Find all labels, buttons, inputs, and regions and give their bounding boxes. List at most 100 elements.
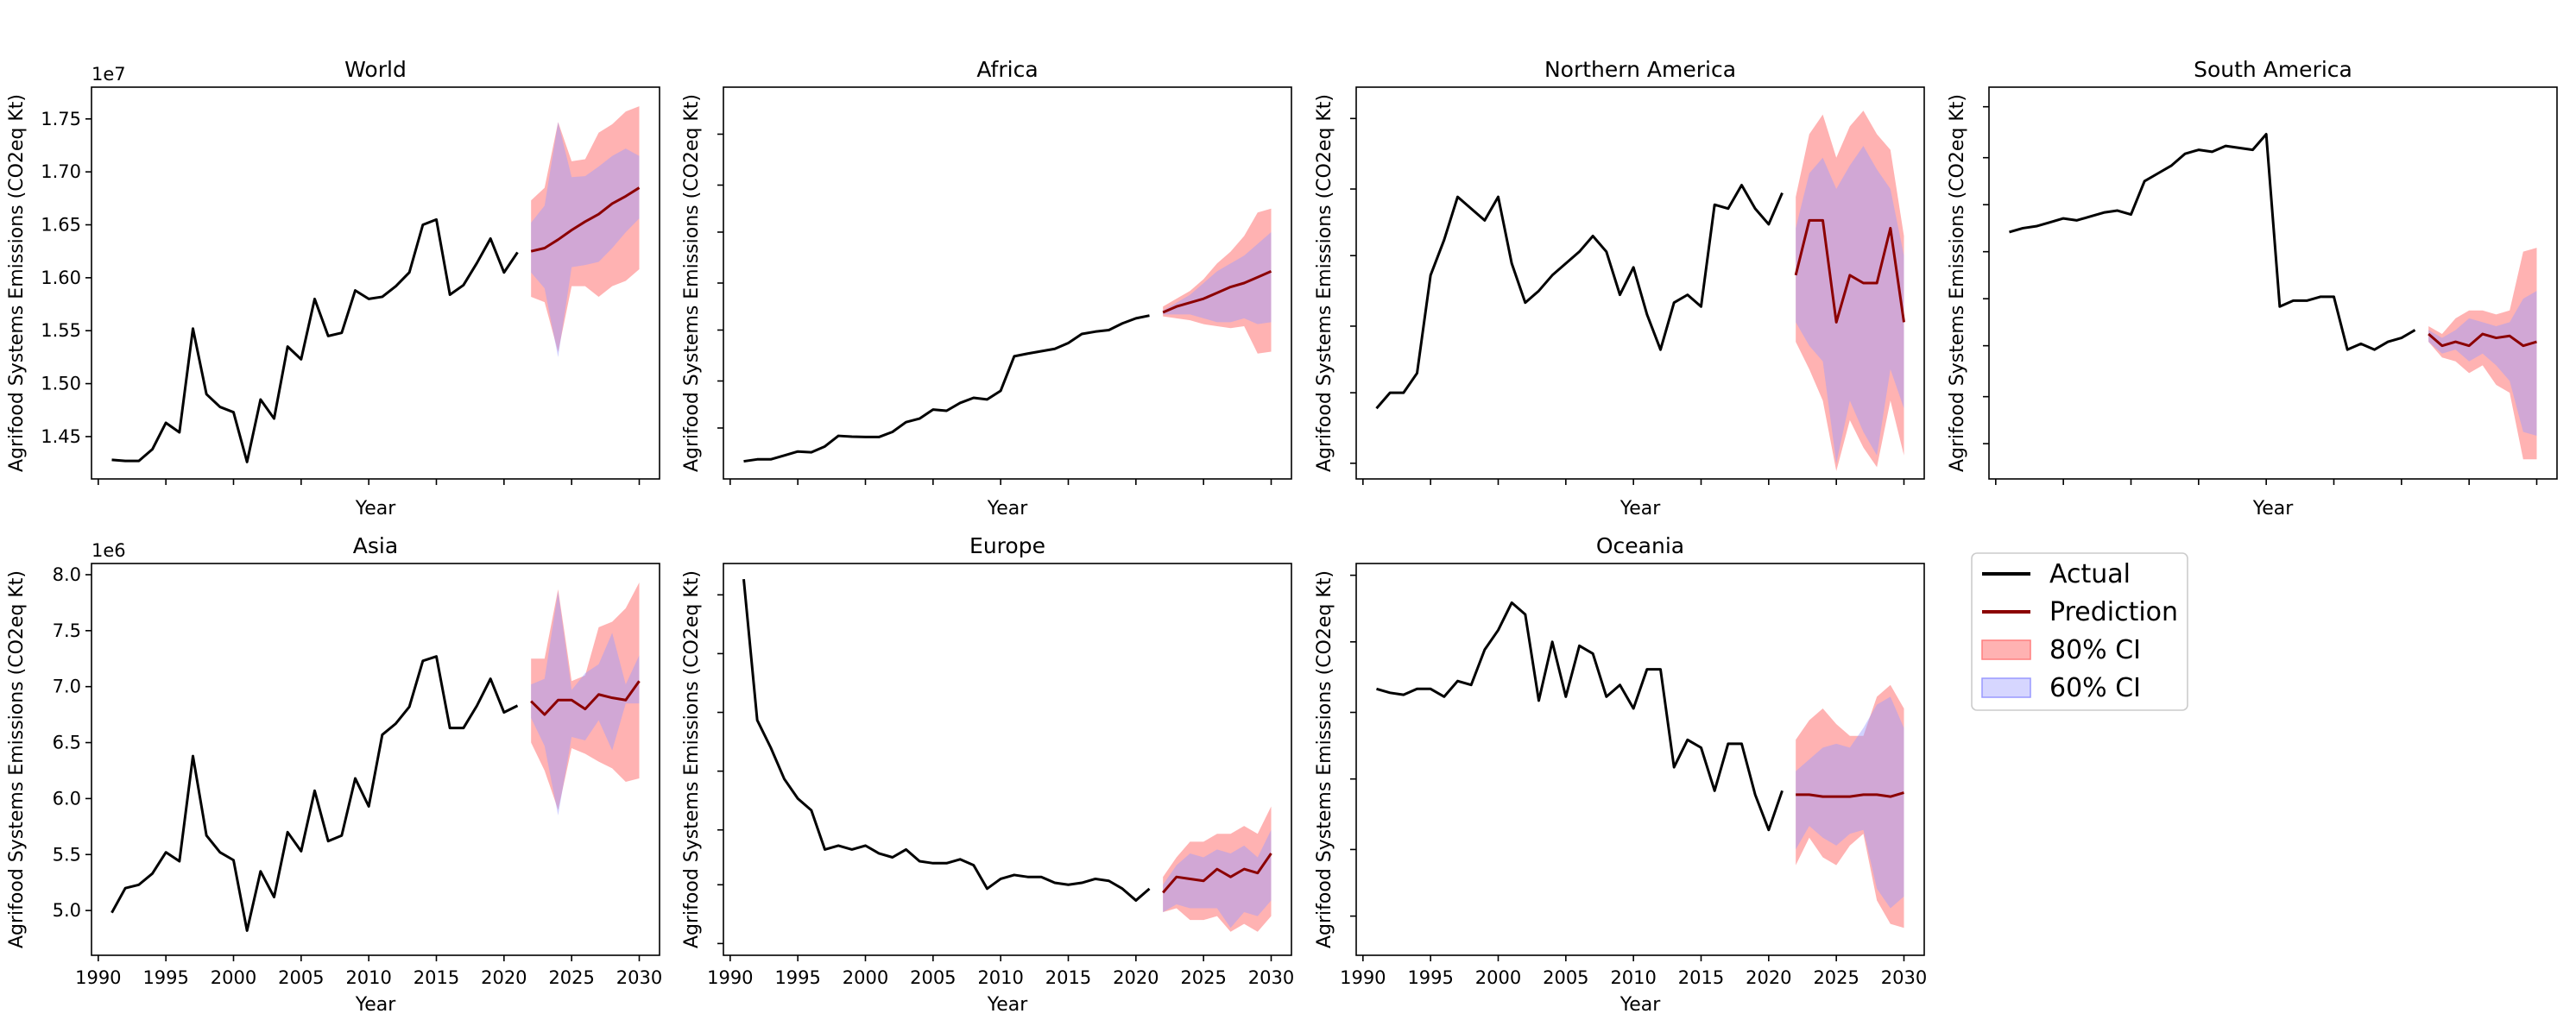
prediction-line — [1162, 853, 1272, 894]
ci60-band — [1163, 829, 1272, 929]
panel-title: Northern America — [1544, 57, 1736, 82]
y-axis-label: Agrifood Systems Emissions (CO2eq Kt) — [1947, 94, 1968, 472]
x-tick-label: 2020 — [481, 967, 527, 988]
ci60-band — [531, 591, 640, 815]
y-tick-label: 1.75 — [41, 109, 81, 129]
x-axis-label: Year — [987, 498, 1029, 519]
y-axis-label: Agrifood Systems Emissions (CO2eq Kt) — [1314, 94, 1335, 472]
ci60-band — [531, 122, 640, 357]
plot-area — [743, 208, 1272, 463]
panel-northern-america: Northern America Year Agrifood Systems Emi… — [1314, 57, 1925, 519]
x-tick-label: 1990 — [75, 967, 121, 988]
panels: 1.45 1.50 1.55 1.60 1.65 1.70 1.75 1e7 World Year… — [6, 57, 2558, 1016]
ci80-band — [531, 106, 640, 352]
y-tick-label: 1.55 — [41, 320, 81, 341]
x-tick-label: 2030 — [1248, 967, 1294, 988]
plot-area — [1375, 110, 1905, 471]
panel-title: World — [344, 57, 407, 82]
ci80-band — [1796, 684, 1904, 929]
x-tick-label: 2015 — [1045, 967, 1091, 988]
y-axis-label: Agrifood Systems Emissions (CO2eq Kt) — [6, 94, 28, 472]
x-tick-label: 2005 — [1543, 967, 1588, 988]
prediction-line — [530, 680, 641, 716]
y-tick-label: 8.0 — [53, 564, 81, 585]
x-tick-label: 1995 — [1407, 967, 1453, 988]
axes-frame — [1355, 563, 1925, 956]
ci60-band — [1163, 231, 1272, 324]
panel-africa: Africa Year Agrifood Systems Emissions (CO… — [681, 57, 1292, 519]
ci60-band — [1796, 696, 1904, 909]
y-tick-label: 1.50 — [41, 374, 81, 394]
x-tick-label: 2000 — [211, 967, 256, 988]
x-tick-label: 1990 — [707, 967, 753, 988]
axes-frame — [723, 563, 1292, 956]
axes-frame — [1355, 86, 1925, 480]
prediction-line — [1794, 218, 1905, 324]
y-tick-label: 7.5 — [53, 620, 81, 641]
x-tick-label: 2030 — [1881, 967, 1927, 988]
legend-item-actual: Actual — [1982, 559, 2131, 589]
ci80-band — [1796, 110, 1904, 471]
plot-area — [111, 106, 641, 463]
actual-line — [111, 217, 519, 463]
panel-title: Oceania — [1596, 533, 1684, 558]
axes-frame — [91, 86, 660, 480]
x-tick-label: 2000 — [1475, 967, 1521, 988]
x-tick-label: 2025 — [1813, 967, 1859, 988]
ci60-band — [2428, 291, 2537, 437]
panel-oceania: 1990 1995 2000 2005 2010 2015 2020 2025 2030 Ocea… — [1314, 533, 1927, 1016]
x-tick-label: 2015 — [414, 967, 459, 988]
legend-swatch — [1981, 677, 2031, 698]
axes-frame — [1988, 86, 2558, 480]
y-tick-label: 1.45 — [41, 426, 81, 447]
x-tick-label: 2015 — [1678, 967, 1724, 988]
y-tick-label: 5.5 — [53, 844, 81, 865]
prediction-line — [530, 186, 641, 253]
legend-label: 80% CI — [2049, 635, 2141, 665]
x-tick-label: 2000 — [843, 967, 888, 988]
legend: Actual Prediction 80% CI 60% CI — [1971, 552, 2188, 711]
actual-line — [743, 314, 1150, 463]
y-axis-label: Agrifood Systems Emissions (CO2eq Kt) — [681, 94, 703, 472]
actual-line — [1375, 184, 1784, 410]
actual-line — [110, 655, 519, 932]
x-tick-label: 2010 — [345, 967, 391, 988]
y-offset-label: 1e6 — [92, 540, 126, 561]
x-axis-label: Year — [1619, 994, 1662, 1016]
x-tick-label: 2010 — [977, 967, 1023, 988]
legend-item-60-ci: 60% CI — [1981, 673, 2141, 703]
panel-title: Europe — [969, 533, 1045, 558]
x-tick-label: 2005 — [910, 967, 956, 988]
legend-box — [1971, 552, 2188, 711]
y-tick-label: 1.60 — [41, 268, 81, 288]
panel-world: 1.45 1.50 1.55 1.60 1.65 1.70 1.75 1e7 World Year… — [6, 57, 660, 519]
actual-line — [2009, 132, 2416, 351]
x-axis-label: Year — [1619, 498, 1662, 519]
panel-title: South America — [2194, 57, 2352, 82]
axes-frame — [91, 563, 660, 956]
prediction-line — [1162, 270, 1272, 314]
prediction-line — [2428, 332, 2537, 348]
y-axis-label: Agrifood Systems Emissions (CO2eq Kt) — [6, 570, 28, 948]
legend-label: Prediction — [2049, 597, 2178, 627]
x-tick-label: 2005 — [278, 967, 324, 988]
x-tick-label: 2020 — [1113, 967, 1159, 988]
ci80-band — [531, 582, 640, 810]
legend-swatch — [1981, 639, 2031, 660]
plot-area — [1376, 601, 1904, 929]
x-tick-label: 2020 — [1746, 967, 1791, 988]
x-tick-label: 2025 — [1180, 967, 1226, 988]
x-tick-label: 1995 — [774, 967, 820, 988]
y-axis-label: Agrifood Systems Emissions (CO2eq Kt) — [681, 570, 703, 948]
plot-area — [2009, 132, 2537, 460]
y-tick-label: 1.65 — [41, 215, 81, 236]
panel-europe: 1990 1995 2000 2005 2010 2015 2020 2025 2030 Euro… — [681, 533, 1294, 1016]
legend-label: 60% CI — [2049, 673, 2141, 703]
actual-line — [1376, 601, 1784, 832]
x-tick-label: 2025 — [548, 967, 594, 988]
legend-label: Actual — [2049, 559, 2131, 589]
x-tick-label: 2010 — [1610, 967, 1656, 988]
prediction-line — [1796, 791, 1904, 798]
legend-item-prediction: Prediction — [1982, 597, 2178, 627]
